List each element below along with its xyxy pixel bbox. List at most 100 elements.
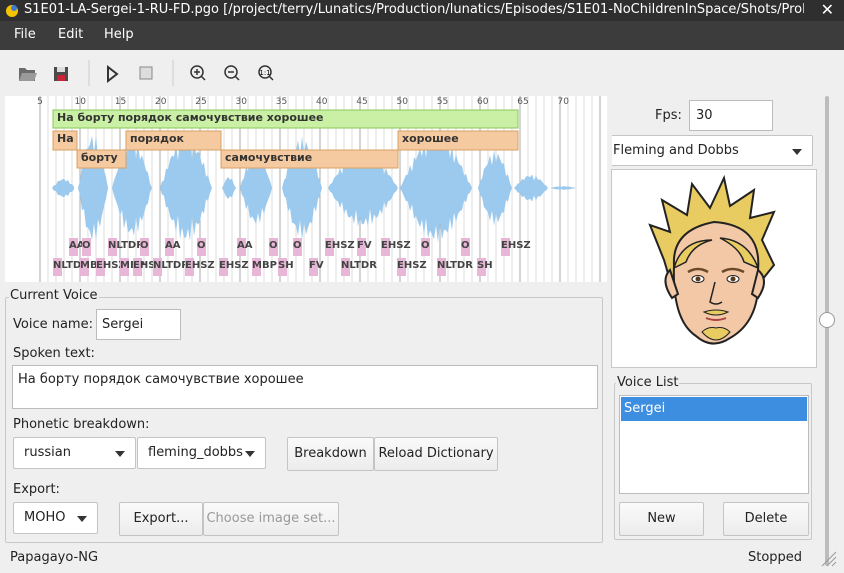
status-left: Papagayo-NG xyxy=(10,550,99,565)
new-voice-button[interactable]: New xyxy=(619,502,704,536)
voice-list-group xyxy=(614,383,812,540)
phoneme-marker xyxy=(80,258,89,276)
toolbar: 1:1 xyxy=(0,50,844,95)
reload-dictionary-button[interactable]: Reload Dictionary xyxy=(374,437,498,471)
waveform xyxy=(112,139,152,237)
fps-input[interactable]: 30 xyxy=(689,100,773,131)
phoneme-marker xyxy=(237,238,246,256)
word xyxy=(125,130,222,151)
phonetic-label: Phonetic breakdown: xyxy=(13,417,150,432)
phoneme-label: EHSZ xyxy=(185,260,215,271)
phoneme-label: NLTDR xyxy=(53,260,89,271)
ruler-label: 45 xyxy=(356,97,367,107)
waveform xyxy=(550,186,576,190)
phoneme-label: NLTDR xyxy=(153,260,189,271)
phoneme-label: O xyxy=(461,240,470,251)
choose-image-set-button: Choose image set... xyxy=(203,502,339,536)
phoneme-label: MBP xyxy=(120,260,145,271)
ruler-label: 10 xyxy=(75,97,87,107)
spoken-text-label: Spoken text: xyxy=(13,346,95,361)
export-format-combo[interactable]: MOHO xyxy=(13,502,98,534)
phoneme-label: AA xyxy=(165,240,181,251)
phoneme-marker xyxy=(278,258,287,276)
zoom-reset-button[interactable]: 1:1 xyxy=(258,65,274,81)
phoneme-marker xyxy=(69,238,78,256)
waveform xyxy=(328,149,398,227)
toolbar-icons: 1:1 xyxy=(19,60,274,86)
app-icon xyxy=(6,5,18,17)
phoneme-label: O xyxy=(269,240,278,251)
voice-item[interactable]: Sergei xyxy=(621,397,807,421)
volume-slider[interactable] xyxy=(825,96,829,566)
word xyxy=(220,149,399,169)
group-title: Voice List xyxy=(616,375,680,390)
ruler-label: 35 xyxy=(276,97,287,107)
phoneme-label: EHSZ xyxy=(133,260,163,271)
stop-button[interactable] xyxy=(139,66,153,80)
menu-bar: File Edit Help xyxy=(0,21,844,50)
phoneme-marker xyxy=(397,258,406,276)
phoneme-marker xyxy=(461,238,470,256)
word-label: хорошее xyxy=(402,132,459,145)
breakdown-button[interactable]: Breakdown xyxy=(287,437,374,471)
mouth-combo[interactable]: Fleming and Dobbs xyxy=(612,135,813,166)
zoom-in-button[interactable] xyxy=(190,65,206,81)
phrase-label: На борту порядок самочувствие хорошее xyxy=(57,111,324,124)
menu-item[interactable]: File xyxy=(14,27,36,42)
zoom-out-button[interactable] xyxy=(224,65,240,81)
phoneme-marker xyxy=(140,238,149,256)
language-combo[interactable]: russian xyxy=(13,437,136,469)
delete-voice-button[interactable]: Delete xyxy=(723,502,809,536)
phoneme-label: NLTDR xyxy=(437,260,473,271)
waveform-view[interactable]: 5 10 15 20 25 30 35 40 45 50 55 60 65 70 На борту поря… xyxy=(5,96,607,282)
phoneme-label: NLTDR xyxy=(108,240,144,251)
phoneme-marker xyxy=(309,258,318,276)
phoneme-marker xyxy=(153,258,162,276)
voice-name-input[interactable]: Sergei xyxy=(96,309,181,340)
waveform xyxy=(222,177,236,199)
phoneme-label: EHSZ xyxy=(397,260,427,271)
phoneme-marker xyxy=(357,238,366,256)
phoneme-marker xyxy=(185,258,194,276)
phoneme-marker xyxy=(219,258,228,276)
slider-handle[interactable] xyxy=(819,312,835,328)
phoneme-label: NLTDR xyxy=(341,260,377,271)
word-label: На xyxy=(57,132,74,145)
phoneme-marker xyxy=(96,258,105,276)
phoneme-marker xyxy=(421,238,430,256)
phoneme-marker xyxy=(252,258,261,276)
waveform xyxy=(52,178,74,198)
phoneme-label: EHSZ xyxy=(219,260,249,271)
svg-text:1:1: 1:1 xyxy=(259,69,270,77)
phoneme-label: EHSZ xyxy=(96,260,126,271)
group-title: Current Voice xyxy=(9,288,99,303)
save-button[interactable] xyxy=(54,67,68,81)
phoneme-marker xyxy=(108,238,117,256)
ruler-label: 65 xyxy=(517,97,528,107)
open-button[interactable] xyxy=(19,68,37,81)
phoneme-label: FV xyxy=(357,240,372,251)
waveform xyxy=(478,150,512,226)
mouth-preview xyxy=(611,169,817,368)
phoneme-label: O xyxy=(140,240,149,251)
menu-item[interactable]: Edit xyxy=(58,27,84,42)
export-label: Export: xyxy=(13,482,60,497)
menu-item[interactable]: Help xyxy=(104,27,134,42)
word xyxy=(76,149,127,169)
word-label: самочувствие xyxy=(225,151,312,164)
waveform xyxy=(240,152,272,224)
current-voice-group xyxy=(5,297,603,543)
ruler-label: 20 xyxy=(155,97,167,107)
size-grip xyxy=(821,551,837,567)
phoneme-marker xyxy=(133,258,142,276)
voice-name-label: Voice name: xyxy=(13,317,93,332)
close-button[interactable]: ✕ xyxy=(820,0,834,19)
export-button[interactable]: Export... xyxy=(119,502,203,536)
spoken-text-input[interactable]: На борту порядок самочувствие хорошее xyxy=(12,365,598,409)
phoneme-label: SH xyxy=(278,260,294,271)
ruler-label: 55 xyxy=(437,97,448,107)
ruler-label: 30 xyxy=(236,97,248,107)
phoneme-label: AA xyxy=(69,240,85,251)
play-button[interactable] xyxy=(107,64,119,84)
phoneme-set-combo[interactable]: fleming_dobbs xyxy=(137,437,266,469)
